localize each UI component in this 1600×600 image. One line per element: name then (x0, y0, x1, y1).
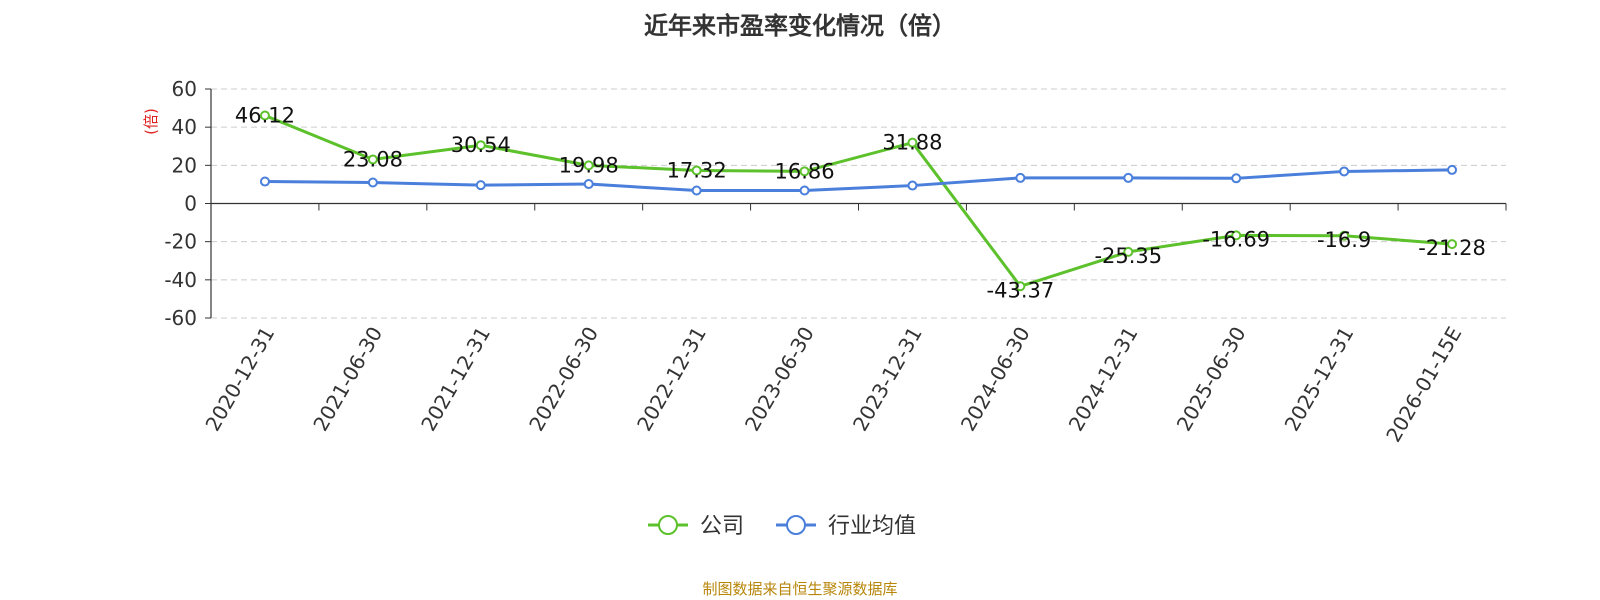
industry-average-point (1447, 164, 1458, 175)
industry-average-point (691, 185, 702, 196)
industry-average-point (1015, 172, 1026, 183)
data-label: -25.35 (1094, 244, 1162, 268)
series-line-company (264, 114, 1453, 288)
company-point (475, 140, 486, 151)
y-axis-label: (倍) (142, 108, 160, 135)
x-tick-label: 2024-12-31 (1064, 323, 1143, 436)
data-label: 30.54 (451, 133, 511, 157)
y-tick-label: 0 (184, 192, 197, 216)
y-tick-label: 60 (172, 77, 197, 101)
company-point (1123, 246, 1134, 257)
data-label: 16.86 (774, 159, 834, 183)
y-tick-label: -40 (164, 268, 197, 292)
y-tick-label: 20 (172, 153, 197, 177)
industry-average-point (1231, 173, 1242, 184)
x-tick-label: 2022-12-31 (632, 323, 711, 436)
x-tick-label: 2023-12-31 (848, 322, 927, 435)
industry-average-point (583, 179, 594, 190)
legend-label-company: 公司 (700, 514, 744, 539)
data-label: 23.08 (343, 147, 403, 171)
data-label: 46.12 (235, 103, 295, 127)
company-point (1231, 230, 1242, 241)
industry-average-point (259, 176, 270, 187)
x-tick-label: 2021-06-30 (308, 323, 387, 436)
series-line-industry-average (264, 168, 1453, 193)
x-tick-label: 2026-01-15E (1381, 323, 1466, 447)
y-tick-label: -20 (164, 230, 197, 254)
y-tick-label: -60 (164, 306, 197, 330)
company-point (1015, 281, 1026, 292)
industry-average-point (367, 177, 378, 188)
x-tick-label: 2023-06-30 (740, 323, 819, 436)
company-point (259, 110, 270, 121)
data-label: 19.98 (559, 153, 619, 177)
x-tick-label: 2021-12-31 (416, 322, 495, 435)
data-label: -21.28 (1418, 236, 1486, 260)
data-label: -43.37 (987, 278, 1055, 302)
data-label: -16.9 (1317, 228, 1371, 252)
chart-title: 近年来市盈率变化情况（倍） (644, 12, 956, 40)
company-point (907, 137, 918, 148)
data-source-note: 制图数据来自恒生聚源数据库 (702, 580, 898, 598)
industry-average-point (799, 185, 810, 196)
legend-marker-industry-average (786, 515, 806, 535)
legend-label-industry-average: 行业均值 (828, 514, 916, 539)
data-label: -16.69 (1202, 227, 1270, 251)
company-point (1447, 239, 1458, 250)
industry-average-point (1123, 172, 1134, 183)
company-point (799, 166, 810, 177)
y-tick-label: 40 (172, 115, 197, 139)
legend-marker-company (658, 515, 678, 535)
company-point (367, 154, 378, 165)
company-point (583, 160, 594, 171)
industry-average-point (907, 180, 918, 191)
company-point (691, 165, 702, 176)
x-tick-label: 2020-12-31 (200, 323, 279, 436)
x-tick-label: 2022-06-30 (524, 323, 603, 436)
data-label: 31.88 (882, 131, 942, 155)
industry-average-point (475, 180, 486, 191)
x-tick-label: 2024-06-30 (956, 323, 1035, 436)
data-label: 17.32 (667, 158, 727, 182)
company-point (1339, 230, 1350, 241)
industry-average-point (1339, 166, 1350, 177)
x-tick-label: 2025-06-30 (1172, 323, 1251, 436)
x-tick-label: 2025-12-31 (1280, 323, 1359, 436)
